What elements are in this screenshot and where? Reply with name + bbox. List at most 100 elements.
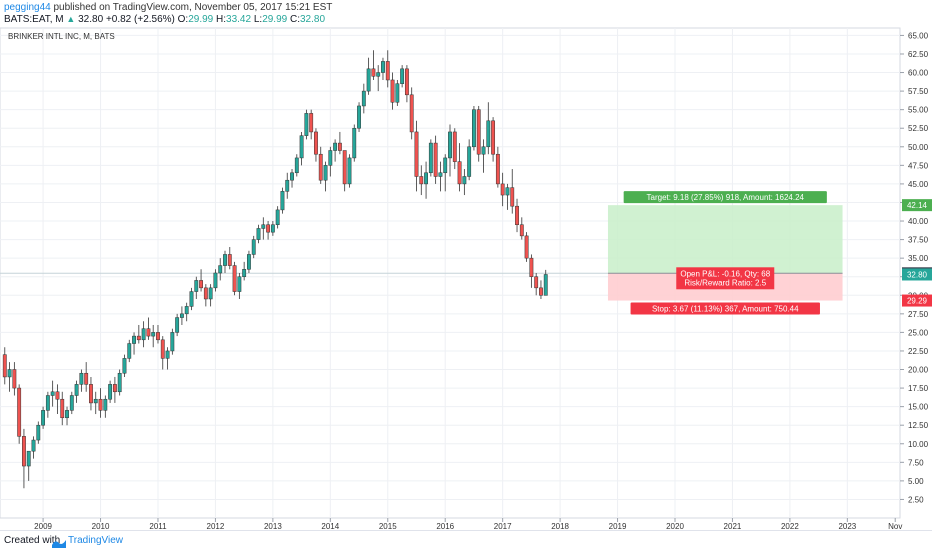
candle-body [414,131,419,177]
candle-body [476,109,481,155]
stop-price-tag-box [902,294,932,307]
candle [227,247,232,270]
price-change: +0.82 (+2.56%) [105,14,175,25]
high-value: 33.42 [226,14,252,25]
high-label: H: [216,14,227,25]
candle-body [261,224,266,229]
y-tick-label: 57.50 [908,87,929,96]
symbol-name: BATS:EAT, M [4,14,64,25]
candle-body [534,276,539,289]
candle [486,102,491,155]
candle-body [199,280,203,289]
candle [31,436,36,459]
x-tick-label: 2017 [494,522,512,530]
candle [247,250,251,273]
candle [74,380,79,403]
y-tick-label: 52.50 [908,124,929,133]
candle-body [294,157,299,174]
y-tick-label: 40.00 [908,217,929,226]
y-tick-label: 10.00 [908,440,929,449]
candle-body [227,254,232,266]
candle-body [151,332,156,337]
candle [323,161,328,192]
candle-body [208,287,213,300]
candle-body [50,391,55,396]
candle [376,65,381,92]
candle-body [385,61,390,81]
candle-body [505,187,510,196]
candle [146,317,151,340]
candle [515,198,519,233]
candle [472,105,476,151]
candle-body [156,332,160,341]
candle [476,105,481,162]
open-label: O: [177,14,189,25]
tradingview-link[interactable]: TradingView [68,535,124,546]
chart-area[interactable]: 2.50 5.00 7.50 10.00 12.50 15.00 17.50 20.00 22.… [0,26,932,531]
candle [50,380,55,407]
candle-body [256,228,261,240]
candle-body [280,191,285,211]
candle-body [529,257,534,277]
y-tick-label: 60.00 [908,69,929,78]
x-tick-label: 2015 [379,522,397,530]
candle-body [500,183,505,196]
x-tick-label: 2011 [149,522,167,530]
candle [98,388,103,418]
candle [26,450,31,481]
candle [60,391,65,426]
candle [361,83,366,114]
candle [275,206,280,229]
candle-body [132,335,136,344]
candle-body [218,265,223,274]
candle [12,362,17,396]
candle [112,376,117,403]
candle-body [60,398,65,419]
author-link[interactable]: pegging44 [4,2,51,13]
candle [438,161,443,192]
candle [342,150,347,192]
candle-body [381,61,385,73]
candle [242,261,247,281]
x-tick-label: 2023 [838,522,856,530]
footer: Created with TradingView [0,530,932,551]
close-label: C: [290,14,300,25]
candle [7,362,12,392]
candle [218,258,223,281]
candle [65,406,69,426]
candle-body [170,332,175,352]
candle [519,217,524,240]
candle-body [366,68,371,92]
candle-body [491,120,496,155]
candle [69,391,74,415]
candle-body [357,105,361,129]
candle-body [299,135,304,159]
y-tick-label: 55.00 [908,106,929,115]
candle-body [26,450,31,467]
candle-body [515,205,519,225]
low-label: L: [253,14,263,25]
x-tick-label: 2012 [207,522,225,530]
candle [452,128,457,170]
up-arrow-icon: ▲ [66,14,76,24]
candle-body [242,269,247,277]
last-price: 32.80 [78,14,104,25]
candle [299,131,304,166]
target-label: Target: 9.18 (27.85%) 918, Amount: 1624.… [647,193,805,202]
x-tick-label: 2018 [551,522,569,530]
price-chart[interactable]: 2.50 5.00 7.50 10.00 12.50 15.00 17.50 20.00 22.… [0,26,932,531]
candle [328,146,333,177]
candle-body [342,150,347,185]
candle [529,254,534,288]
candle-body [314,131,318,155]
candle [510,169,515,214]
candle [428,139,433,177]
candle [414,120,419,192]
candle-body [290,172,294,181]
candle [194,276,199,299]
candle [448,124,452,177]
candle [122,354,127,377]
y-tick-label: 7.50 [908,458,924,467]
candle [84,362,89,392]
y-tick-label: 37.50 [908,236,929,245]
